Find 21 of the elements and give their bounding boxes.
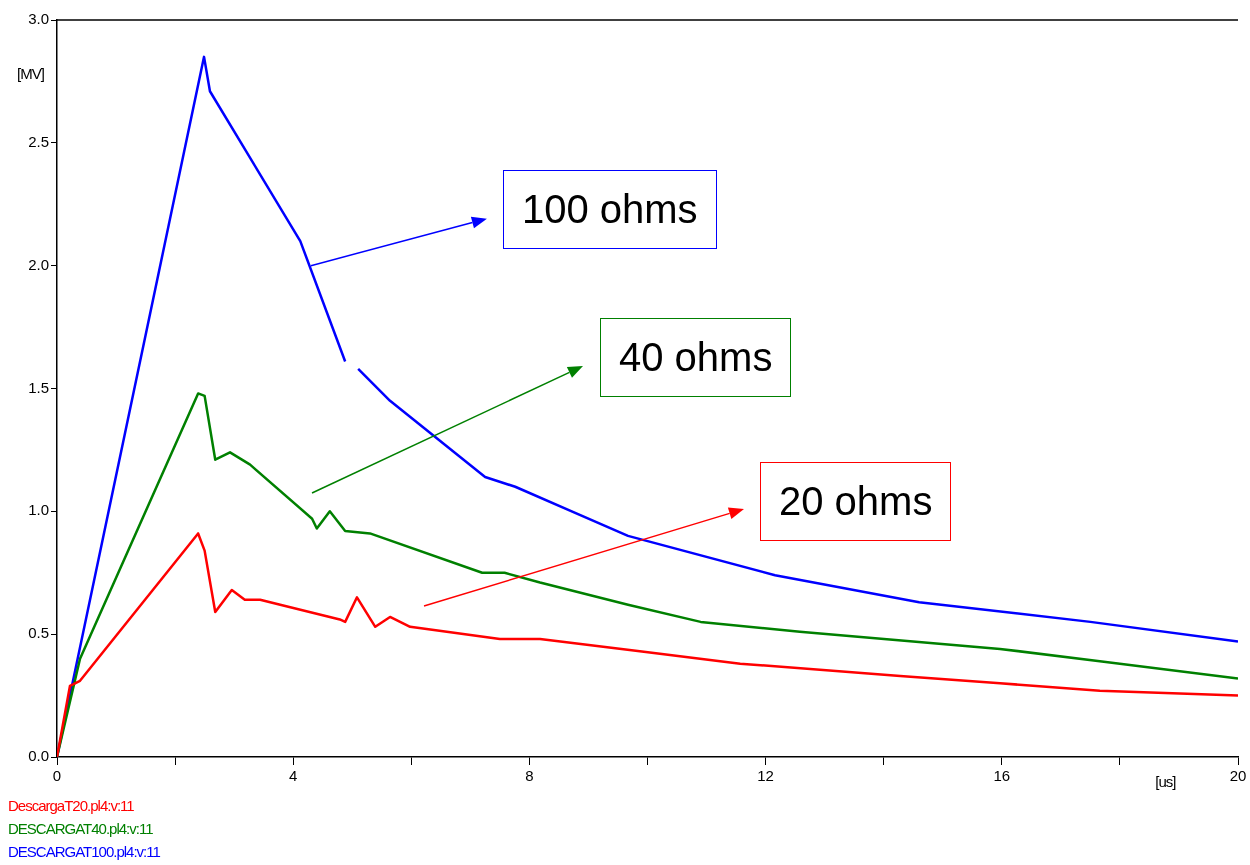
x-tick-label: 4 [289,767,298,785]
x-axis-title: [us] [1155,773,1176,790]
y-tick-label: 0.0 [28,747,49,765]
y-axis-title: [MV] [17,65,44,82]
text: DescargaT20.pl4:v:11 [8,796,135,816]
annotation: 40 ohms [600,318,792,397]
y-tick-label: 2.5 [28,132,49,150]
text: DESCARGAT100.pl4:v:11 [8,842,160,862]
x-tick-label: 20 [1229,767,1247,785]
y-tick-label: 0.5 [28,624,49,642]
x-tick-label: 0 [52,767,62,785]
text: DESCARGAT40.pl4:v:11 [8,819,154,839]
x-tick-label: 12 [757,767,774,785]
y-tick-label: 1.5 [28,378,49,396]
x-tick-label: 8 [525,767,534,785]
y-tick-label: 3.0 [28,10,49,28]
y-tick-label: 1.0 [28,501,49,519]
annotation: 20 ohms [760,462,952,541]
annotation: 100 ohms [502,169,717,249]
x-tick-label: 16 [993,767,1011,785]
y-tick-label: 2.0 [28,255,49,273]
